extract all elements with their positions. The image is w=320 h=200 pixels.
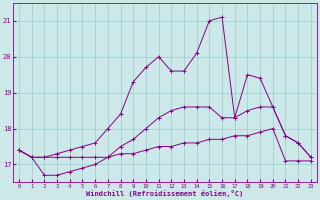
X-axis label: Windchill (Refroidissement éolien,°C): Windchill (Refroidissement éolien,°C)	[86, 190, 244, 197]
